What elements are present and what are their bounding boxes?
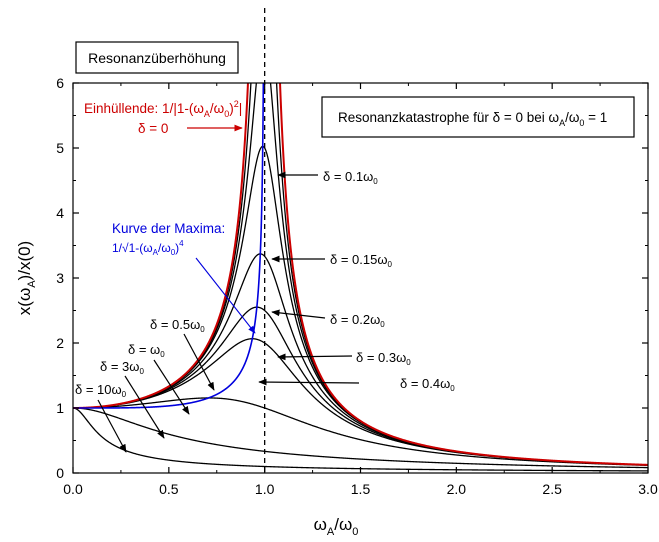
y-tick-label: 5 <box>56 140 64 156</box>
maxima-formula: 1/√1-(ωA/ω0)4 <box>112 239 184 257</box>
y-tick-label: 1 <box>56 400 64 416</box>
series-label-arrow <box>258 378 360 386</box>
chart-title: Resonanzüberhöhung <box>88 50 226 66</box>
series-label-arrow <box>97 399 127 453</box>
y-tick-label: 3 <box>56 270 64 286</box>
x-tick-label: 1.0 <box>255 481 275 497</box>
y-tick-label: 2 <box>56 335 64 351</box>
y-tick-label: 6 <box>56 75 64 91</box>
y-axis-title: x(ωA)/x(0) <box>15 241 38 315</box>
series-label-arrow <box>277 353 353 361</box>
series-label: δ = 0.5ω0 <box>150 317 205 334</box>
x-axis-title: ωA/ω0 <box>314 515 359 538</box>
title-box <box>75 41 239 74</box>
series-label: δ = 10ω0 <box>75 382 127 399</box>
series-label-arrow <box>271 309 326 319</box>
series-label-arrow <box>153 359 190 415</box>
x-tick-label: 2.0 <box>447 481 467 497</box>
series-label: δ = 3ω0 <box>100 359 144 376</box>
x-tick-label: 3.0 <box>638 481 658 497</box>
x-tick-label: 0.0 <box>63 481 83 497</box>
series-label: δ = 0.3ω0 <box>356 350 411 367</box>
plot-frame <box>72 82 649 474</box>
x-tick-label: 0.5 <box>159 481 179 497</box>
x-tick-label: 1.5 <box>351 481 371 497</box>
envelope-label: Einhüllende: 1/|1-(ωA/ω0)2| <box>84 99 242 119</box>
maxima-curve <box>73 83 265 409</box>
maxima-arrow <box>195 257 256 334</box>
maxima-title: Kurve der Maxima: <box>112 221 225 236</box>
damped-curve <box>73 145 648 466</box>
series-label: δ = 0.2ω0 <box>330 312 385 329</box>
y-tick-label: 0 <box>56 465 64 481</box>
series-label-arrow <box>124 375 165 439</box>
y-tick-label: 4 <box>56 205 64 221</box>
info-box-text: Resonanzkatastrophe für δ = 0 bei ωA/ω0 … <box>338 110 607 128</box>
x-tick-label: 2.5 <box>542 481 562 497</box>
series-label: δ = ω0 <box>128 342 165 359</box>
series-label: δ = 0.15ω0 <box>330 252 393 269</box>
damped-curve <box>73 397 648 467</box>
series-label-arrow <box>183 333 215 391</box>
delta-zero-label: δ = 0 <box>138 121 168 136</box>
info-box <box>321 96 635 138</box>
series-label: δ = 0.4ω0 <box>400 376 455 393</box>
series-label: δ = 0.1ω0 <box>323 169 378 186</box>
envelope-curve <box>73 83 648 466</box>
damped-curve <box>73 407 648 469</box>
